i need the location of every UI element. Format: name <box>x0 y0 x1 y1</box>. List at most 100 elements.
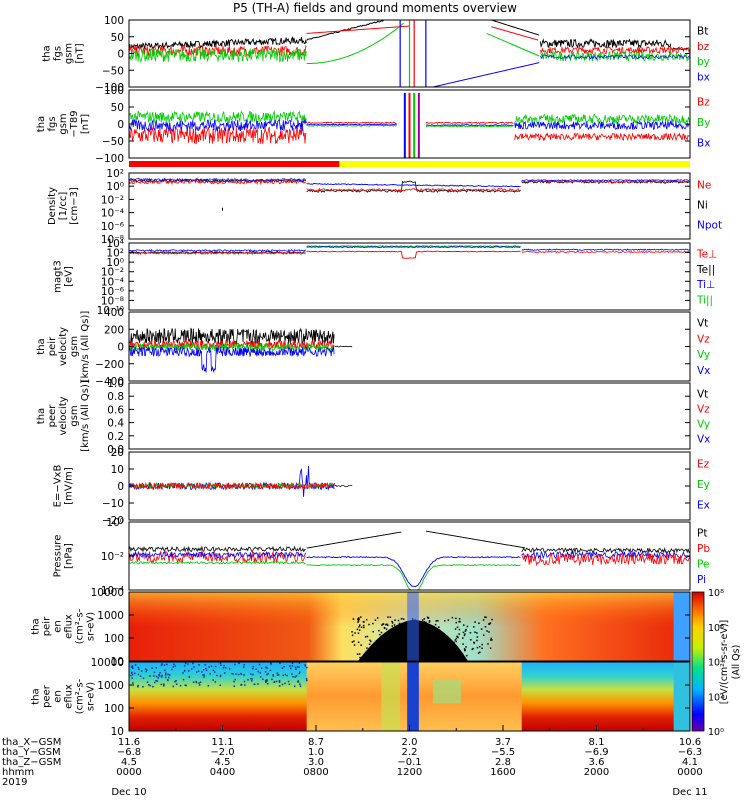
spectrogram-pixel <box>204 664 206 666</box>
spectrogram-pixel <box>228 668 231 670</box>
series-by <box>128 110 307 124</box>
spectrogram-pixel <box>393 639 396 641</box>
spectrogram-pixel <box>481 643 483 646</box>
spectrogram-pixel <box>450 650 453 652</box>
legend-entry: Ne <box>697 179 711 191</box>
y-axis-label: tha <box>31 688 42 704</box>
spectrogram-pixel <box>167 673 169 676</box>
spectrogram-pixel <box>455 637 458 640</box>
series-ne <box>128 179 306 186</box>
spectrogram-pixel <box>357 641 360 644</box>
spectrogram-pixel <box>144 668 147 670</box>
spectrogram-pixel <box>159 672 161 674</box>
spectrogram-pixel <box>424 642 426 645</box>
spectrogram-pixel <box>183 664 186 667</box>
legend-entry: bz <box>697 41 710 53</box>
spectrogram-pixel <box>266 679 268 681</box>
colorbar-label: [eV/(cm²-s-sr-eV)] <box>719 620 730 704</box>
spectrogram-pixel <box>403 626 406 628</box>
x-axis-value: 0000 <box>116 767 141 778</box>
spectrogram-pixel <box>421 619 424 621</box>
spectrogram-pixel <box>155 667 157 669</box>
spectrogram-pixel <box>175 683 178 685</box>
y-tick-label: 1000 <box>97 610 124 622</box>
spectrogram-pixel <box>266 667 268 669</box>
spectrogram-pixel <box>433 644 435 647</box>
series-pi <box>306 556 521 588</box>
series-bx <box>425 124 514 127</box>
spectrogram-pixel <box>356 618 359 620</box>
x-axis-value: 8.7 <box>308 737 324 748</box>
spectrogram-pixel <box>282 674 284 677</box>
spectrogram-pixel <box>423 618 426 620</box>
y-tick-label: 200 <box>104 324 124 336</box>
spectrogram-pixel <box>491 639 493 641</box>
x-row-label: tha_X−GSM <box>2 737 61 748</box>
spectrogram-pixel <box>132 682 134 684</box>
y-tick-label: 10 <box>111 726 124 738</box>
spectrogram-pixel <box>271 678 273 681</box>
spectrogram-pixel <box>455 617 457 620</box>
spectrogram-pixel <box>201 671 203 673</box>
series-bz <box>491 26 539 41</box>
spectrogram-pixel <box>469 632 472 634</box>
spectrogram-pixel <box>288 683 291 686</box>
spectrogram-pixel <box>465 628 467 631</box>
y-axis-label: [1/cc] <box>58 192 69 221</box>
spectrogram-pixel <box>213 671 216 673</box>
spectrogram-pixel <box>464 630 467 632</box>
chart-title: P5 (TH-A) fields and ground moments over… <box>233 1 517 15</box>
spectrogram-pixel <box>390 649 392 652</box>
spectrogram-pixel <box>421 627 423 629</box>
spectrogram-pixel <box>487 643 489 645</box>
legend-entry: Vx <box>697 433 710 445</box>
spectrogram-electron <box>432 679 461 704</box>
spectrogram-pixel <box>376 617 379 619</box>
spectrogram-pixel <box>464 649 466 651</box>
legend-entry: Pb <box>697 543 710 555</box>
series-ti <box>306 246 521 249</box>
spectrogram-pixel <box>266 673 268 676</box>
spectrogram-pixel <box>405 645 407 648</box>
y-axis-label: tha <box>36 408 47 424</box>
series-vy <box>128 342 335 353</box>
spectrogram-pixel <box>250 677 252 680</box>
spectrogram-pixel <box>243 666 245 668</box>
y-axis-label: Pressure <box>53 535 64 578</box>
spectrogram-pixel <box>142 685 144 688</box>
spectrogram-pixel <box>471 648 474 651</box>
x-row-label: tha_Y−GSM <box>2 747 61 758</box>
x-axis-value: 2.0 <box>402 737 418 748</box>
spectrogram-pixel <box>433 651 436 654</box>
spectrogram-pixel <box>423 620 425 623</box>
legend-entry: Te⊥ <box>696 249 717 261</box>
spectrogram-pixel <box>473 642 476 644</box>
spectrogram-pixel <box>182 678 185 681</box>
y-tick-label: 10⁻² <box>101 267 124 279</box>
spectrogram-pixel <box>391 620 393 623</box>
x-axis-value: 10.6 <box>679 737 701 748</box>
y-tick-label: 10⁻⁸ <box>101 234 124 246</box>
series-bx <box>514 120 690 131</box>
y-tick-label: 0 <box>117 49 124 61</box>
spectrogram-pixel <box>453 641 455 644</box>
spectrogram-pixel <box>430 652 433 655</box>
series-bz <box>128 125 307 145</box>
spectrogram-pixel <box>142 677 145 680</box>
spectrogram-pixel <box>287 680 290 683</box>
y-axis-label: [km/s (All Qs)] <box>80 380 91 452</box>
spectrogram-pixel <box>480 628 483 630</box>
legend-entry: by <box>697 56 710 68</box>
spectrogram-pixel <box>474 631 476 633</box>
spectrogram-pixel <box>365 618 368 621</box>
spectrogram-pixel <box>283 666 285 668</box>
spectrogram-pixel <box>474 621 476 623</box>
y-axis-label: [eV] <box>64 266 75 287</box>
spectrogram-pixel <box>385 628 388 630</box>
spectrogram-pixel <box>436 657 438 659</box>
spectrogram-pixel <box>152 675 155 677</box>
spectrogram-pixel <box>484 626 487 628</box>
panel-frame <box>128 19 691 88</box>
spectrogram-pixel <box>360 616 362 618</box>
spectrogram-pixel <box>299 685 302 687</box>
